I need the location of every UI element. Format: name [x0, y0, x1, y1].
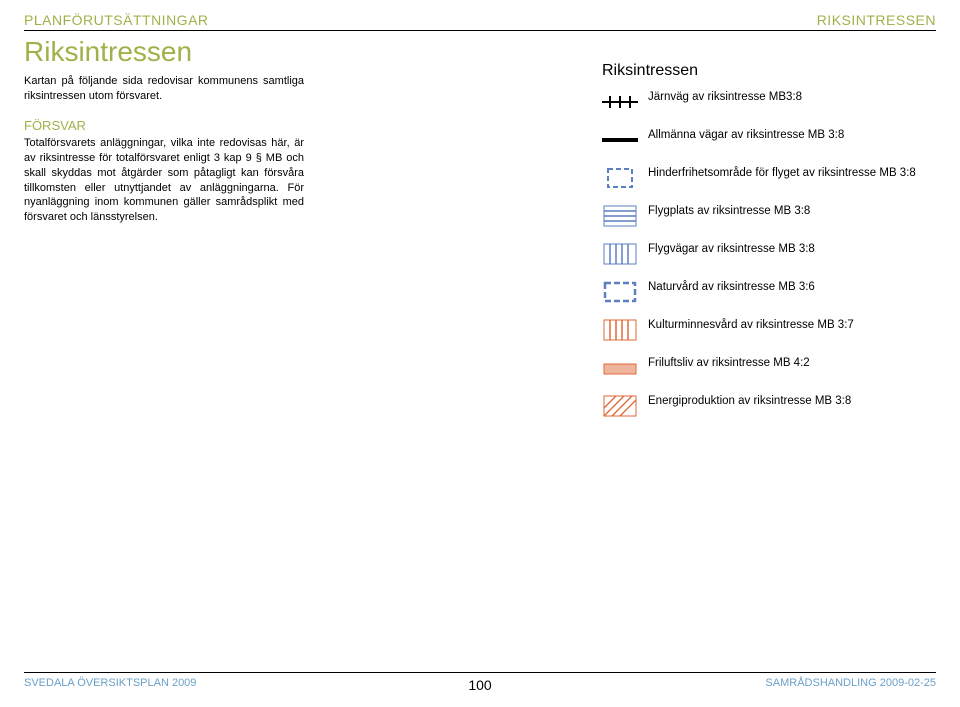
legend-row: Hinderfrihetsområde för flyget av riksin… [602, 164, 922, 192]
legend-row: Friluftsliv av riksintresse MB 4:2 [602, 354, 922, 382]
legend-label: Friluftsliv av riksintresse MB 4:2 [648, 354, 810, 371]
page-title: Riksintressen [24, 36, 192, 68]
legend-row: Järnväg av riksintresse MB3:8 [602, 88, 922, 116]
solid-block-icon [602, 354, 638, 382]
legend-row: Energiproduktion av riksintresse MB 3:8 [602, 392, 922, 420]
road-icon [602, 126, 638, 154]
legend-row: Flygvägar av riksintresse MB 3:8 [602, 240, 922, 268]
legend-label: Allmänna vägar av riksintresse MB 3:8 [648, 126, 844, 143]
legend-label: Energiproduktion av riksintresse MB 3:8 [648, 392, 851, 409]
legend: Riksintressen Järnväg av riksintresse MB… [602, 62, 922, 430]
railway-icon [602, 88, 638, 116]
vert-lines-icon [602, 316, 638, 344]
legend-title: Riksintressen [602, 62, 922, 80]
header-left: PLANFÖRUTSÄTTNINGAR [24, 12, 209, 28]
subsection-title: FÖRSVAR [24, 118, 86, 133]
legend-row: Kulturminnesvård av riksintresse MB 3:7 [602, 316, 922, 344]
footer-left: SVEDALA ÖVERSIKTSPLAN 2009 [24, 677, 196, 689]
legend-label: Kulturminnesvård av riksintresse MB 3:7 [648, 316, 854, 333]
legend-row: Naturvård av riksintresse MB 3:6 [602, 278, 922, 306]
legend-label: Hinderfrihetsområde för flyget av riksin… [648, 164, 916, 181]
footer-line [24, 672, 936, 673]
body-paragraph: Totalförsvarets anläggningar, vilka inte… [24, 136, 304, 225]
vert-lines-icon [602, 240, 638, 268]
legend-label: Naturvård av riksintresse MB 3:6 [648, 278, 815, 295]
legend-row: Flygplats av riksintresse MB 3:8 [602, 202, 922, 230]
dashed-box-icon [602, 278, 638, 306]
page-number: 100 [468, 677, 491, 693]
legend-row: Allmänna vägar av riksintresse MB 3:8 [602, 126, 922, 154]
footer-right: SAMRÅDSHANDLING 2009-02-25 [765, 677, 936, 689]
cross-hatch-icon [602, 392, 638, 420]
header-right: RIKSINTRESSEN [817, 12, 936, 28]
legend-label: Järnväg av riksintresse MB3:8 [648, 88, 802, 105]
legend-label: Flygplats av riksintresse MB 3:8 [648, 202, 810, 219]
hatch-dashed-icon [602, 164, 638, 192]
horiz-lines-icon [602, 202, 638, 230]
legend-label: Flygvägar av riksintresse MB 3:8 [648, 240, 815, 257]
intro-paragraph: Kartan på följande sida redovisar kommun… [24, 74, 304, 104]
header-underline [24, 30, 936, 31]
